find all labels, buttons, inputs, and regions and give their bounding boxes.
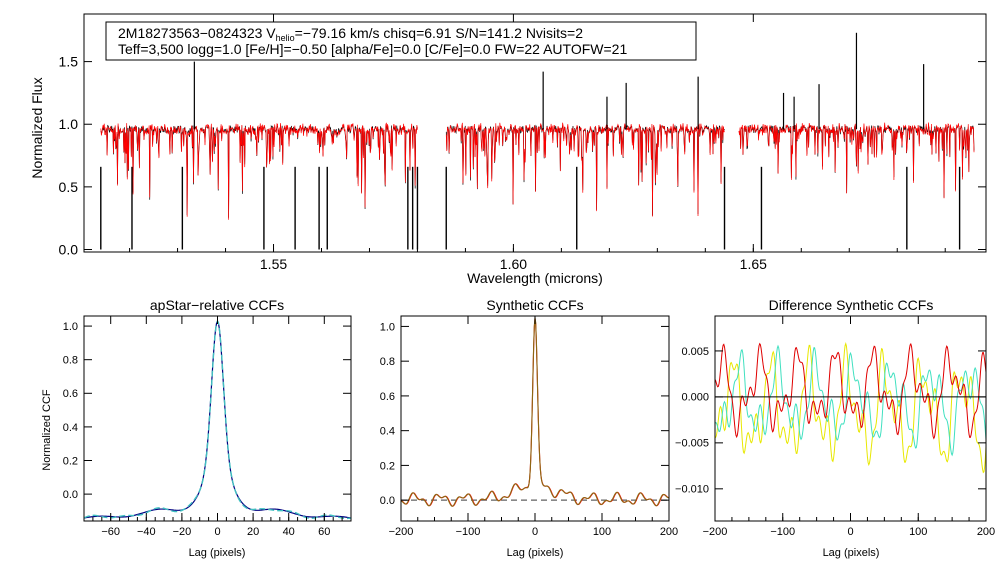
difference-ccf-panel: Difference Synthetic CCFs −200 −100 0 100 20… xyxy=(675,297,995,559)
y-tick-label: 0.0 xyxy=(380,495,395,507)
x-tick-label: −100 xyxy=(456,526,481,538)
x-tick-label: −200 xyxy=(389,526,414,538)
spectrum-panel: 1.55 1.60 1.65 0.0 0.5 1.0 1.5 Wavelength (mic… xyxy=(29,13,987,286)
y-tick-label: 1.5 xyxy=(59,54,79,70)
ccf-b-line xyxy=(83,319,352,520)
x-tick-label: 100 xyxy=(909,526,927,538)
annotation-star-velocity: 2M18273563−0824323 V xyxy=(118,25,276,41)
model-spectrum-line xyxy=(100,122,418,220)
y-tick-label: 0.2 xyxy=(380,460,395,472)
annotation-box-frame xyxy=(105,21,697,61)
y-tick-label: 0.005 xyxy=(681,346,709,358)
x-tick-label: 100 xyxy=(593,526,611,538)
x-tick-label: −100 xyxy=(770,526,795,538)
y-tick-label: 0.2 xyxy=(63,455,78,467)
apstar-ccf-plot-frame xyxy=(83,315,352,522)
y-tick-label: 0.8 xyxy=(63,355,78,367)
x-tick-label: 40 xyxy=(283,526,295,538)
synthetic-ccf-panel: Synthetic CCFs −200 −100 0 100 200 0.0 0.2 0.4 0… xyxy=(380,297,678,559)
apstar-ccf-xlabel: Lag (pixels) xyxy=(189,547,246,559)
annotation-line-1: 2M18273563−0824323 Vhelio=−79.16 km/s ch… xyxy=(118,25,583,43)
spectrum-plot-frame xyxy=(83,13,987,253)
difference-ccf-series xyxy=(714,342,987,474)
y-tick-label: −0.010 xyxy=(675,484,709,496)
x-tick-label: −60 xyxy=(101,526,120,538)
x-tick-label: 60 xyxy=(318,526,330,538)
synthetic-ccf-ticks: −200 −100 0 100 200 0.0 0.2 0.4 0.6 0.8 1.0 xyxy=(380,316,678,538)
spectrum-series xyxy=(100,32,975,250)
y-tick-label: 1.0 xyxy=(63,321,78,333)
annotation-line-2: Teff=3,500 logg=1.0 [Fe/H]=−0.50 [alpha/… xyxy=(118,41,627,57)
x-tick-label: 1.65 xyxy=(740,256,767,272)
apstar-ccf-ylabel: Normalized CCF xyxy=(41,389,53,471)
spectrum-annotation-box: 2M18273563−0824323 Vhelio=−79.16 km/s ch… xyxy=(105,21,697,61)
synthetic-ccf-series xyxy=(400,317,670,507)
spectrum-ticks: 1.55 1.60 1.65 0.0 0.5 1.0 1.5 xyxy=(59,14,986,272)
difference-ccf-ticks: −200 −100 0 100 200 −0.010 −0.005 0.000 0.005 xyxy=(675,316,995,538)
syn-a-line xyxy=(400,318,670,507)
diff-red-line xyxy=(714,342,987,440)
synthetic-ccf-title: Synthetic CCFs xyxy=(486,297,583,313)
y-tick-label: 0.8 xyxy=(380,356,395,368)
x-tick-label: 20 xyxy=(247,526,259,538)
x-tick-label: 1.60 xyxy=(500,256,527,272)
apstar-ccf-title: apStar−relative CCFs xyxy=(150,297,284,313)
model-spectrum-line xyxy=(738,122,975,199)
y-tick-label: 1.0 xyxy=(380,321,395,333)
apstar-ccf-series xyxy=(83,319,352,520)
y-tick-label: 0.6 xyxy=(380,391,395,403)
diff-cyan-line xyxy=(714,344,987,457)
y-tick-label: −0.005 xyxy=(675,438,709,450)
x-tick-label: −20 xyxy=(173,526,192,538)
difference-ccf-xlabel: Lag (pixels) xyxy=(823,547,880,559)
apstar-ccf-panel: apStar−relative CCFs −60 −40 −20 0 20 40 60 0.0… xyxy=(41,297,352,559)
spectrum-xlabel: Wavelength (microns) xyxy=(467,270,603,286)
syn-b-line xyxy=(400,317,670,507)
diff-yellow-line xyxy=(714,342,987,474)
synthetic-ccf-xlabel: Lag (pixels) xyxy=(507,547,564,559)
ccf-a-line xyxy=(83,319,352,519)
spectrum-ylabel: Normalized Flux xyxy=(29,77,45,178)
apstar-ccf-ticks: −60 −40 −20 0 20 40 60 0.0 0.2 0.4 0.6 0.8 1.0 xyxy=(63,316,352,538)
model-spectrum-line xyxy=(445,122,725,217)
y-tick-label: 0.0 xyxy=(63,489,78,501)
x-tick-label: 1.55 xyxy=(260,256,287,272)
x-tick-label: 200 xyxy=(660,526,678,538)
y-tick-label: 0.000 xyxy=(681,392,709,404)
x-tick-label: 0 xyxy=(847,526,853,538)
x-tick-label: −40 xyxy=(137,526,156,538)
annotation-subscript: helio xyxy=(276,33,295,43)
annotation-velocity-stats: =−79.16 km/s chisq=6.91 S/N=141.2 Nvisit… xyxy=(295,25,584,41)
x-tick-label: 0 xyxy=(532,526,538,538)
y-tick-label: 1.0 xyxy=(59,116,79,132)
y-tick-label: 0.0 xyxy=(59,241,79,257)
y-tick-label: 0.4 xyxy=(63,422,78,434)
x-tick-label: 0 xyxy=(214,526,220,538)
x-tick-label: 200 xyxy=(977,526,995,538)
y-tick-label: 0.4 xyxy=(380,426,395,438)
synthetic-ccf-plot-frame xyxy=(400,315,670,522)
y-tick-label: 0.5 xyxy=(59,179,79,195)
y-tick-label: 0.6 xyxy=(63,388,78,400)
x-tick-label: −200 xyxy=(703,526,728,538)
difference-ccf-title: Difference Synthetic CCFs xyxy=(769,297,934,313)
